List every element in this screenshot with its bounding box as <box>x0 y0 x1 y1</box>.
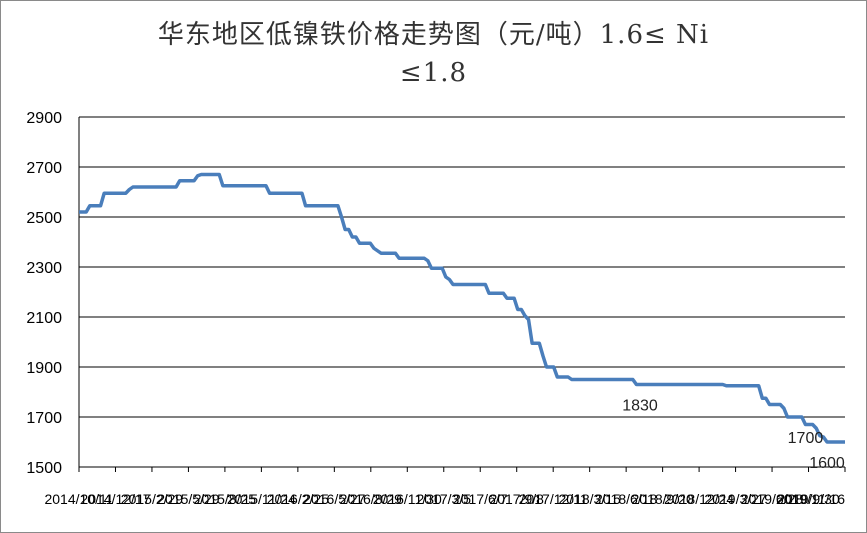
x-tick-label: 2019/9/30 <box>777 491 839 507</box>
x-tick-label: 2016/2/25 <box>267 491 329 507</box>
x-tick-label: 2015/8/25 <box>194 491 256 507</box>
x-tick-label: 2018/9/20 <box>631 491 693 507</box>
y-tick-label-2700: 2700 <box>26 160 62 177</box>
y-axis: 1500 1700 1900 2100 2300 2500 2700 2900 <box>26 110 845 477</box>
x-tick-label: 2019/3/27 <box>704 491 766 507</box>
y-tick-label-1700: 1700 <box>26 410 62 427</box>
series-line <box>79 172 845 444</box>
x-tick-label: 2017/9/8 <box>489 491 544 507</box>
chart-title-line-2: ≤1.8 <box>399 58 468 88</box>
x-tick-label: 2015/2/29 <box>121 491 183 507</box>
x-tick-label: 2014/10/11 <box>44 491 113 507</box>
data-labels: 1830 1700 1600 <box>622 398 845 473</box>
x-tick-label: 2018/3/15 <box>559 491 621 507</box>
x-axis: 2014/10/112014/12/172015/2/292015/5/2920… <box>44 467 846 507</box>
y-tick-label-2900: 2900 <box>26 110 62 127</box>
x-tick-label: 2017/3/5 <box>417 491 472 507</box>
x-tick-label: 2018/6/18 <box>595 491 657 507</box>
x-tick-label: 2019/11/16 <box>776 491 845 507</box>
series-layer <box>79 172 845 444</box>
y-tick-label-2500: 2500 <box>26 210 62 227</box>
x-tick-label: 2017/6/7 <box>453 491 508 507</box>
x-tick-label: 2015/5/29 <box>157 491 219 507</box>
y-tick-label-1500: 1500 <box>26 460 62 477</box>
x-tick-label: 2017/12/11 <box>519 491 588 507</box>
x-tick-label: 2016/8/29 <box>340 491 402 507</box>
y-tick-label-2100: 2100 <box>26 310 62 327</box>
x-tick-label: 2016/11/30 <box>373 491 442 507</box>
data-label-1600: 1600 <box>809 455 845 472</box>
data-label-1830: 1830 <box>622 398 658 415</box>
x-tick-label: 2019/6/28 <box>741 491 803 507</box>
gridlines <box>79 116 845 418</box>
x-tick-label: 2016/5/27 <box>303 491 365 507</box>
x-tick-label: 2014/12/17 <box>80 491 150 507</box>
y-tick-label-1900: 1900 <box>26 360 62 377</box>
data-label-1700: 1700 <box>788 430 824 447</box>
y-tick-label-2300: 2300 <box>26 260 62 277</box>
x-tick-label: 2018/12/24 <box>664 491 734 507</box>
x-tick-label: 2015/11/24 <box>227 491 296 507</box>
chart-title-line-1: 华东地区低镍铁价格走势图（元/吨）1.6≤ Ni <box>157 20 710 50</box>
